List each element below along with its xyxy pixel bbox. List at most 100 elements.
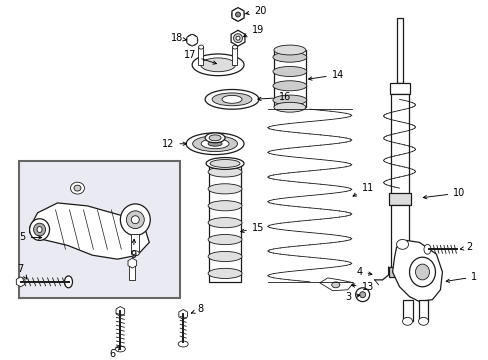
Bar xyxy=(198,47,203,65)
Ellipse shape xyxy=(236,36,240,40)
Ellipse shape xyxy=(233,34,242,42)
Bar xyxy=(131,234,139,253)
Ellipse shape xyxy=(408,257,435,287)
Ellipse shape xyxy=(201,139,228,149)
Text: 10: 10 xyxy=(423,188,465,199)
Ellipse shape xyxy=(209,135,221,141)
Bar xyxy=(390,205,407,274)
Text: 20: 20 xyxy=(245,5,265,15)
Bar xyxy=(418,300,427,321)
Ellipse shape xyxy=(222,95,242,103)
Ellipse shape xyxy=(235,12,240,17)
Ellipse shape xyxy=(192,136,237,152)
Ellipse shape xyxy=(120,204,150,235)
Text: 14: 14 xyxy=(308,70,343,80)
Text: 3: 3 xyxy=(345,292,359,302)
Text: 4: 4 xyxy=(356,267,371,277)
Ellipse shape xyxy=(208,268,242,279)
Ellipse shape xyxy=(189,38,194,42)
Text: 12: 12 xyxy=(162,139,186,149)
Text: 1: 1 xyxy=(445,272,476,282)
Polygon shape xyxy=(16,277,25,287)
Bar xyxy=(388,267,410,277)
Ellipse shape xyxy=(178,341,188,347)
Text: 6: 6 xyxy=(109,346,120,359)
Ellipse shape xyxy=(208,217,242,228)
Ellipse shape xyxy=(208,201,242,211)
Ellipse shape xyxy=(74,185,81,191)
Ellipse shape xyxy=(402,318,412,325)
Ellipse shape xyxy=(205,158,244,170)
Ellipse shape xyxy=(232,9,244,21)
Ellipse shape xyxy=(115,346,125,352)
Bar xyxy=(232,47,237,65)
Ellipse shape xyxy=(126,211,144,229)
Ellipse shape xyxy=(208,167,242,177)
Ellipse shape xyxy=(192,54,244,76)
Ellipse shape xyxy=(272,81,306,91)
Bar xyxy=(273,50,305,107)
Ellipse shape xyxy=(208,184,242,194)
Ellipse shape xyxy=(208,234,242,245)
Ellipse shape xyxy=(359,292,365,298)
Ellipse shape xyxy=(208,251,242,262)
Polygon shape xyxy=(392,240,442,302)
Polygon shape xyxy=(186,34,197,46)
Polygon shape xyxy=(179,310,187,319)
Polygon shape xyxy=(128,258,136,268)
Ellipse shape xyxy=(273,102,305,112)
Ellipse shape xyxy=(198,45,203,49)
Ellipse shape xyxy=(30,219,49,240)
Polygon shape xyxy=(30,203,149,259)
Ellipse shape xyxy=(208,141,222,146)
Ellipse shape xyxy=(272,95,306,105)
Ellipse shape xyxy=(204,133,224,143)
Bar xyxy=(19,162,180,298)
Text: 15: 15 xyxy=(240,222,264,233)
Ellipse shape xyxy=(131,216,139,224)
Bar xyxy=(209,163,241,282)
Text: 9: 9 xyxy=(130,239,136,260)
Ellipse shape xyxy=(204,90,259,109)
Text: 17: 17 xyxy=(183,50,216,64)
Ellipse shape xyxy=(37,226,42,233)
Ellipse shape xyxy=(232,45,237,49)
Ellipse shape xyxy=(418,318,427,325)
Text: 16: 16 xyxy=(257,93,290,102)
Text: 11: 11 xyxy=(352,183,373,196)
Ellipse shape xyxy=(186,35,197,46)
Ellipse shape xyxy=(70,182,84,194)
Text: 5: 5 xyxy=(20,233,41,243)
Bar xyxy=(389,82,408,94)
Ellipse shape xyxy=(396,239,407,249)
Bar xyxy=(129,262,135,280)
Polygon shape xyxy=(231,8,244,21)
Ellipse shape xyxy=(34,223,45,236)
Bar xyxy=(402,300,412,321)
Ellipse shape xyxy=(272,52,306,62)
Polygon shape xyxy=(231,30,244,46)
Text: 13: 13 xyxy=(351,282,373,292)
Ellipse shape xyxy=(212,93,251,106)
Ellipse shape xyxy=(272,67,306,76)
Polygon shape xyxy=(319,278,353,291)
Ellipse shape xyxy=(131,251,139,256)
Text: 7: 7 xyxy=(18,264,27,279)
Polygon shape xyxy=(116,306,124,316)
Ellipse shape xyxy=(355,288,369,302)
Ellipse shape xyxy=(186,133,244,154)
Ellipse shape xyxy=(273,45,305,55)
Bar xyxy=(390,94,407,203)
Text: 19: 19 xyxy=(243,25,264,37)
Ellipse shape xyxy=(200,58,235,72)
Text: 18: 18 xyxy=(171,33,186,43)
Bar xyxy=(396,18,402,82)
Ellipse shape xyxy=(210,159,240,167)
Text: 8: 8 xyxy=(191,305,203,315)
Ellipse shape xyxy=(423,244,430,254)
Ellipse shape xyxy=(64,276,72,288)
Text: 2: 2 xyxy=(459,242,471,252)
Ellipse shape xyxy=(331,282,339,288)
Bar xyxy=(388,193,410,205)
Ellipse shape xyxy=(415,264,428,280)
